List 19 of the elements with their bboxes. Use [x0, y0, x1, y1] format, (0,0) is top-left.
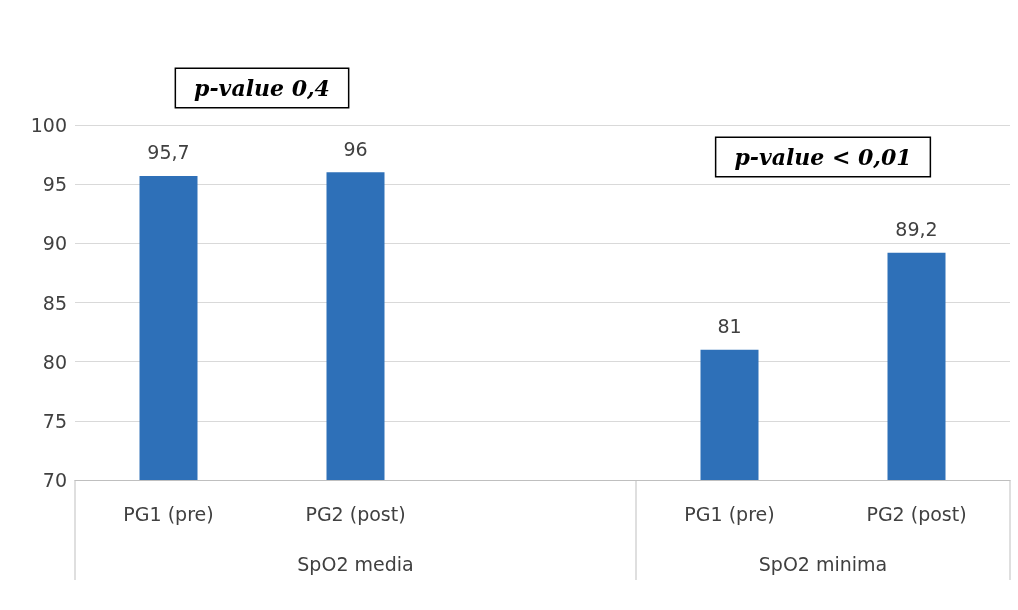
y-tick-label: 95: [42, 173, 67, 196]
y-tick-label: 75: [42, 409, 67, 432]
annotation: p-value < 0,01: [734, 144, 912, 170]
data-label: 89,2: [895, 218, 938, 241]
text: p-value 0,4: [194, 75, 330, 101]
data-label: 81: [717, 315, 742, 338]
text: SpO2 minima: [758, 553, 888, 575]
data-label: 96: [343, 137, 368, 160]
y-tick-label: 85: [42, 291, 67, 314]
y-tick-label: 80: [42, 350, 67, 373]
y-tick-label: 70: [42, 469, 67, 491]
x-tick-label: PG1 (pre): [123, 502, 214, 525]
x-tick-label: PG2 (post): [305, 502, 406, 525]
y-tick-label: 100: [30, 114, 67, 136]
data-label: 95,7: [147, 141, 190, 164]
x-tick-label: PG1 (pre): [684, 502, 775, 525]
x-tick-label: PG2 (post): [866, 502, 967, 525]
text: SpO2 media: [297, 553, 414, 575]
y-tick-label: 90: [42, 232, 67, 255]
